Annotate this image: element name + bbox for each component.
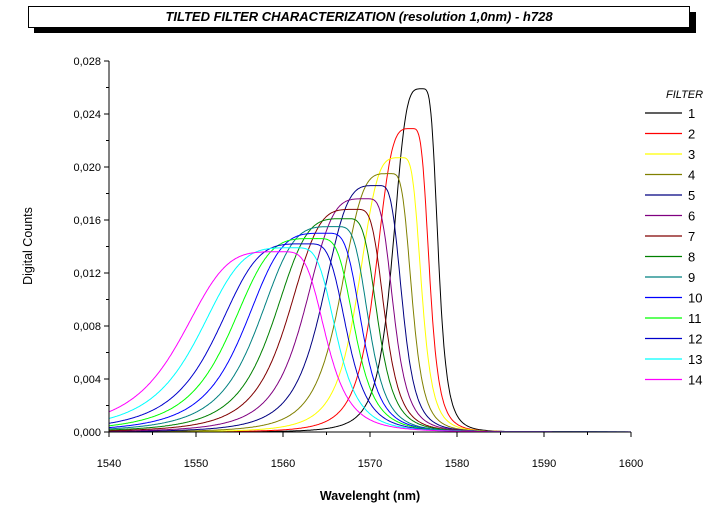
y-tick-label: 0,016 <box>73 215 101 227</box>
y-tick-label: 0,000 <box>73 427 101 439</box>
legend-label-12: 12 <box>688 332 702 347</box>
y-tick-label: 0,020 <box>73 162 101 174</box>
x-tick-label: 1590 <box>532 458 556 470</box>
x-tick-label: 1560 <box>271 458 295 470</box>
legend-label-13: 13 <box>688 352 702 367</box>
x-tick-label: 1580 <box>445 458 469 470</box>
legend-label-4: 4 <box>688 168 695 183</box>
series-line-1 <box>109 88 631 433</box>
series-line-9 <box>108 226 631 433</box>
legend-label-9: 9 <box>688 270 695 285</box>
legend-label-11: 11 <box>688 311 702 326</box>
series-line-14 <box>108 251 631 433</box>
y-tick-label: 0,008 <box>73 321 101 333</box>
series-line-13 <box>108 247 631 433</box>
legend-label-14: 14 <box>688 373 702 388</box>
y-tick-label: 0,012 <box>73 268 101 280</box>
legend-label-7: 7 <box>688 229 695 244</box>
legend-label-8: 8 <box>688 250 695 265</box>
legend-label-5: 5 <box>688 188 695 203</box>
series-curves <box>108 88 631 433</box>
y-tick-label: 0,024 <box>73 109 101 121</box>
x-tick-label: 1550 <box>184 458 208 470</box>
legend-label-2: 2 <box>688 127 695 142</box>
series-line-12 <box>108 243 631 433</box>
chart-title: TILTED FILTER CHARACTERIZATION (resoluti… <box>28 6 690 28</box>
x-axis-label: Wavelenght (nm) <box>320 489 420 503</box>
axes: 0,000 0,004 0,008 0,012 0,016 0,020 0,024 0,028… <box>73 56 643 470</box>
x-tick-label: 1540 <box>97 458 121 470</box>
series-line-5 <box>109 185 631 433</box>
legend-label-1: 1 <box>688 106 695 121</box>
y-tick-label: 0,004 <box>73 374 101 386</box>
series-line-7 <box>109 208 631 433</box>
y-axis-label: Digital Counts <box>21 207 35 285</box>
x-tick-label: 1600 <box>619 458 643 470</box>
legend-title: FILTER <box>666 89 703 101</box>
x-tick-label: 1570 <box>358 458 382 470</box>
legend-label-6: 6 <box>688 209 695 224</box>
y-tick-label: 0,028 <box>73 56 101 68</box>
legend-label-10: 10 <box>688 291 702 306</box>
legend-label-3: 3 <box>688 147 695 162</box>
